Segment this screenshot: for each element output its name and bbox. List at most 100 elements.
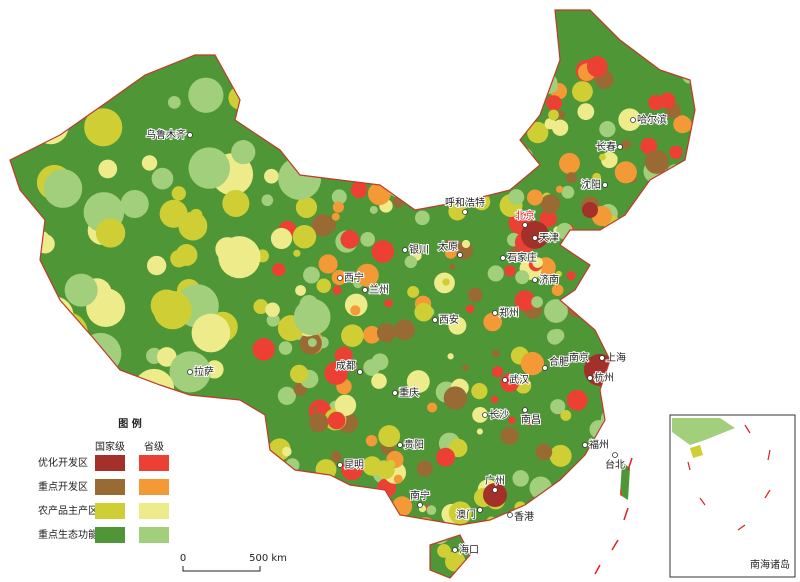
- zone-patch: [496, 97, 511, 111]
- zone-patch: [566, 474, 587, 495]
- zone-patch: [293, 249, 301, 257]
- zone-patch: [605, 301, 622, 318]
- zone-patch: [526, 420, 534, 427]
- zone-patch: [610, 154, 618, 162]
- zone-patch: [678, 293, 695, 313]
- zone-patch: [559, 152, 580, 174]
- zone-patch: [270, 227, 293, 250]
- zone-patch: [264, 491, 279, 506]
- zone-patch: [298, 141, 329, 173]
- zone-patch: [471, 382, 488, 400]
- zone-patch: [648, 291, 666, 309]
- zone-patch: [330, 451, 342, 463]
- zone-patch: [369, 205, 378, 214]
- zone-patch: [324, 53, 344, 74]
- zone-patch: [335, 93, 347, 105]
- zone-patch: [188, 77, 224, 113]
- city-dot: [492, 487, 498, 493]
- zone-patch: [600, 235, 619, 254]
- zone-patch: [483, 312, 502, 332]
- zone-patch: [261, 194, 274, 207]
- zone-patch: [156, 347, 177, 367]
- city-dot: [500, 255, 506, 261]
- zone-patch: [637, 431, 654, 447]
- zone-patch: [526, 189, 543, 206]
- zone-patch: [302, 102, 313, 113]
- zone-patch: [359, 547, 383, 571]
- legend-swatch: [95, 479, 125, 495]
- city-label: 长春: [596, 141, 616, 153]
- zone-patch: [599, 121, 616, 138]
- zone-patch: [472, 407, 489, 423]
- zone-patch: [141, 155, 158, 171]
- city-label: 呼和浩特: [445, 197, 485, 209]
- zone-patch: [98, 159, 118, 179]
- zone-patch: [447, 353, 454, 360]
- city-dot: [482, 412, 488, 418]
- zone-patch: [517, 67, 530, 80]
- zone-patch: [588, 534, 605, 551]
- zone-patch: [437, 544, 451, 558]
- zone-patch: [548, 519, 561, 532]
- zone-patch: [361, 120, 380, 139]
- scale-end: 500 km: [249, 553, 287, 564]
- city-dot: [599, 355, 605, 361]
- zone-patch: [393, 474, 403, 484]
- zone-patch: [311, 486, 331, 507]
- zone-patch: [548, 536, 562, 550]
- zone-patch: [466, 120, 481, 135]
- zone-patch: [331, 130, 341, 139]
- zone-patch: [282, 446, 292, 457]
- city-dot: [522, 222, 528, 228]
- city-label: 西安: [439, 313, 459, 326]
- zone-patch: [636, 315, 657, 336]
- zone-patch: [544, 118, 556, 130]
- zone-patch: [532, 257, 543, 268]
- zone-patch: [598, 263, 622, 286]
- city-label: 合肥: [549, 355, 569, 368]
- zone-patch: [334, 394, 357, 417]
- zone-patch: [599, 153, 606, 161]
- zone-patch: [500, 426, 519, 445]
- city-dot: [542, 365, 548, 371]
- zone-patch: [95, 218, 126, 248]
- zone-patch: [467, 563, 491, 578]
- zone-patch: [671, 258, 688, 275]
- city-dot: [617, 144, 623, 150]
- zone-patch: [278, 341, 293, 355]
- zone-patch: [669, 224, 693, 249]
- zone-patch: [557, 532, 578, 553]
- zone-patch: [572, 81, 593, 102]
- zone-patch: [549, 444, 572, 467]
- zone-patch: [346, 61, 371, 86]
- zone-patch: [645, 220, 661, 235]
- zone-patch: [510, 550, 530, 571]
- zone-patch: [510, 98, 529, 118]
- zone-patch: [261, 90, 270, 98]
- city-dot: [522, 407, 528, 413]
- zone-patch: [508, 189, 525, 206]
- zone-patch: [333, 68, 340, 76]
- zone-patch: [504, 69, 528, 93]
- zone-patch: [377, 495, 386, 504]
- legend-swatch: [95, 503, 125, 519]
- zone-patch: [614, 552, 635, 573]
- zone-patch: [293, 298, 331, 336]
- zone-patch: [514, 290, 536, 311]
- zone-patch: [653, 488, 670, 505]
- zone-patch: [642, 437, 659, 454]
- zone-patch: [648, 450, 670, 472]
- zone-patch: [644, 149, 669, 174]
- legend-label: 重点生态功能区: [38, 528, 108, 541]
- zone-patch: [331, 212, 340, 221]
- city-label: 天津: [539, 232, 559, 244]
- zone-patch: [361, 100, 369, 108]
- legend-swatch: [95, 455, 125, 471]
- zone-patch: [437, 148, 462, 173]
- zone-patch: [552, 119, 569, 136]
- zone-patch: [448, 202, 467, 221]
- zone-patch: [504, 265, 516, 277]
- zone-patch: [462, 364, 469, 371]
- city-label: 济南: [539, 273, 559, 286]
